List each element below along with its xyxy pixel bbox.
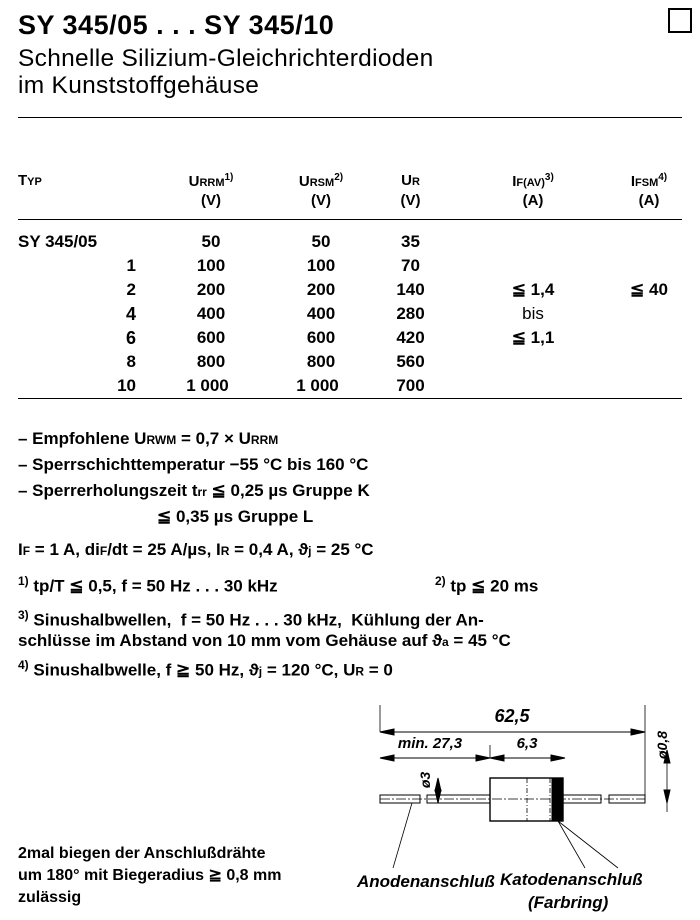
svg-text:(Farbring): (Farbring) bbox=[528, 893, 609, 912]
svg-text:Katodenanschluß: Katodenanschluß bbox=[500, 870, 643, 889]
svg-text:62,5: 62,5 bbox=[494, 706, 530, 726]
svg-text:ø3: ø3 bbox=[417, 772, 433, 789]
svg-text:6,3: 6,3 bbox=[517, 735, 539, 752]
svg-text:ø0,8: ø0,8 bbox=[654, 731, 670, 759]
svg-text:Anodenanschluß: Anodenanschluß bbox=[356, 872, 495, 891]
svg-text:min. 27,3: min. 27,3 bbox=[398, 735, 463, 752]
